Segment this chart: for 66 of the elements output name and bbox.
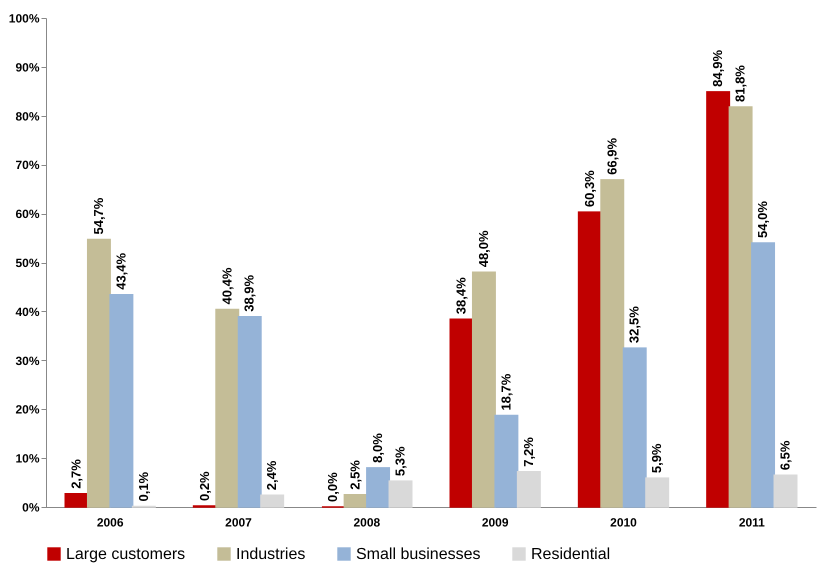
data-label: 5,3% [392,446,408,476]
bar [494,414,518,508]
data-label: 18,7% [498,373,514,411]
bar [600,179,624,508]
y-tick-label: 20% [15,402,40,417]
y-tick-label: 10% [15,452,40,466]
data-label: 38,4% [453,276,468,314]
x-tick-label: 2006 [96,516,124,530]
bar [774,474,798,508]
bar [366,467,390,508]
data-label: 43,4% [113,252,128,290]
bar [751,242,776,508]
data-label: 66,9% [604,138,620,175]
y-tick-label: 30% [15,354,40,368]
bar [64,493,88,508]
bar [260,494,284,508]
bar [516,471,541,508]
data-label: 0,0% [325,472,340,502]
data-label: 48,0% [476,230,491,268]
x-tick-label: 2011 [738,516,766,530]
bar [215,308,240,508]
bar [728,106,753,508]
data-label: 0,1% [136,471,151,502]
legend-label: Small businesses [356,546,480,563]
data-label: 5,9% [649,443,664,474]
data-label: 8,0% [370,432,386,463]
y-tick-label: 70% [15,158,40,172]
data-label: 2,4% [264,460,280,490]
data-label: 54,0% [755,200,770,238]
bar [472,272,496,508]
data-label: 7,2% [520,436,536,467]
data-label: 32,5% [626,306,642,344]
y-tick-label: 0% [22,500,40,514]
legend-label: Industries [236,546,306,563]
bar [450,318,474,508]
y-tick-label: 40% [15,304,40,319]
legend-label: Large customers [66,546,186,563]
x-tick-label: 2007 [225,516,252,530]
bar [344,494,368,508]
data-label: 2,7% [68,458,84,489]
data-label: 54,7% [90,197,106,235]
bar [578,211,602,508]
data-label: 81,8% [732,64,748,102]
legend-label: Residential [531,546,610,563]
bar [706,91,730,508]
y-tick-label: 100% [8,12,40,26]
bar [238,316,262,508]
x-tick-label: 2009 [482,516,509,530]
bar [109,294,134,508]
y-tick-label: 90% [15,60,40,74]
data-label: 84,9% [710,50,726,87]
bar [645,477,670,508]
y-tick-label: 50% [15,256,40,270]
data-label: 0,2% [196,470,212,502]
data-label: 40,4% [219,267,234,304]
y-tick-label: 60% [15,207,40,222]
data-label: 2,5% [348,460,363,490]
x-tick-label: 2010 [610,516,638,530]
bar [86,238,111,508]
y-tick-label: 80% [15,109,40,124]
bar [388,480,412,508]
x-tick-label: 2008 [353,516,381,530]
bar [622,347,647,508]
data-label: 38,9% [242,274,257,312]
data-label: 60,3% [582,170,597,208]
data-label: 6,5% [778,440,793,470]
